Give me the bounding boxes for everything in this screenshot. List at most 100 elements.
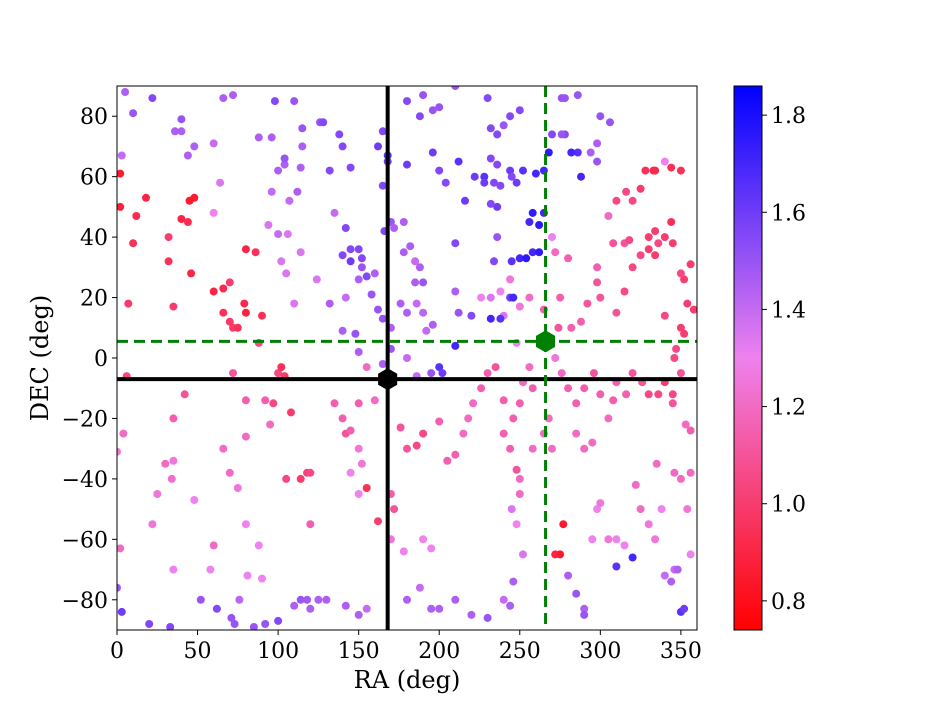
data-point — [378, 181, 387, 190]
data-point — [673, 565, 682, 574]
data-point — [512, 465, 521, 474]
data-point — [117, 151, 126, 160]
data-point — [362, 484, 371, 492]
data-point — [209, 208, 218, 217]
data-point — [117, 607, 126, 616]
data-point — [676, 269, 685, 278]
x-axis-ticks: 0 50 100 150 200 250 300 350 — [110, 630, 702, 664]
data-point — [148, 94, 157, 103]
data-point — [644, 245, 653, 254]
data-point — [216, 178, 225, 187]
data-point — [370, 396, 379, 405]
reference-lines — [117, 86, 697, 630]
data-point — [596, 112, 605, 121]
data-point — [483, 94, 492, 103]
data-point — [686, 426, 695, 435]
data-point — [219, 444, 228, 453]
data-point — [548, 130, 556, 139]
data-point — [477, 384, 486, 393]
data-point — [499, 595, 508, 604]
data-point — [667, 218, 676, 226]
data-point — [668, 399, 677, 408]
data-point — [290, 601, 299, 610]
data-point — [686, 550, 695, 559]
data-point — [506, 444, 515, 453]
data-point — [525, 218, 534, 226]
data-point — [378, 127, 387, 136]
data-point — [419, 535, 428, 544]
data-point — [596, 293, 605, 302]
data-point — [654, 390, 663, 399]
data-point — [169, 414, 178, 423]
data-point — [512, 520, 521, 529]
colorbar-tick-label: 1.4 — [771, 298, 806, 323]
data-point — [564, 571, 573, 580]
data-point — [354, 399, 363, 408]
data-point — [496, 181, 505, 190]
data-point — [441, 178, 450, 187]
data-point — [580, 384, 589, 393]
data-point — [676, 166, 685, 175]
data-point — [628, 369, 637, 378]
data-point — [117, 447, 121, 456]
data-point — [225, 278, 234, 287]
data-point — [680, 275, 689, 284]
data-point — [486, 293, 495, 302]
data-point — [435, 363, 444, 372]
data-point — [620, 287, 629, 296]
data-point — [354, 610, 363, 619]
data-point — [507, 257, 516, 266]
data-point — [506, 112, 515, 121]
data-point — [119, 429, 128, 438]
data-point — [451, 239, 460, 248]
data-point — [491, 363, 500, 372]
data-point — [357, 263, 366, 272]
colorbar-tick-label: 0.8 — [771, 590, 806, 615]
data-point — [490, 257, 498, 266]
data-point — [183, 151, 192, 160]
data-point — [686, 468, 695, 477]
data-point — [346, 163, 355, 172]
data-point — [121, 88, 130, 96]
data-point — [477, 293, 486, 302]
data-point — [528, 384, 537, 393]
data-point — [225, 317, 234, 326]
data-point — [577, 172, 585, 181]
data-point — [403, 595, 411, 604]
data-point — [604, 414, 613, 423]
data-point — [499, 396, 508, 405]
data-point — [612, 535, 621, 544]
data-point — [435, 103, 444, 112]
data-point — [567, 148, 576, 157]
data-point — [515, 490, 524, 498]
data-point — [241, 432, 250, 441]
data-point — [280, 160, 289, 169]
data-point — [667, 163, 676, 172]
data-point — [251, 248, 260, 257]
y-tick-label: 40 — [80, 226, 108, 251]
data-point — [531, 169, 540, 178]
data-point — [580, 610, 589, 619]
data-point — [519, 166, 527, 175]
data-point — [270, 97, 279, 106]
data-point — [296, 474, 305, 483]
data-point — [293, 187, 302, 196]
data-point — [258, 311, 266, 320]
x-tick-label: 100 — [257, 639, 299, 664]
data-point — [290, 97, 299, 106]
data-point — [415, 112, 424, 121]
data-point — [636, 184, 645, 193]
data-point — [496, 314, 505, 323]
data-point — [506, 166, 515, 175]
data-point — [233, 323, 242, 332]
data-point — [454, 157, 463, 166]
data-point — [519, 550, 527, 559]
data-point — [636, 251, 645, 260]
data-point — [330, 399, 339, 408]
colorbar-tick-label: 1.8 — [771, 104, 806, 129]
data-point — [229, 369, 237, 378]
data-point — [451, 595, 460, 604]
data-point — [411, 257, 420, 266]
data-point — [680, 329, 689, 338]
